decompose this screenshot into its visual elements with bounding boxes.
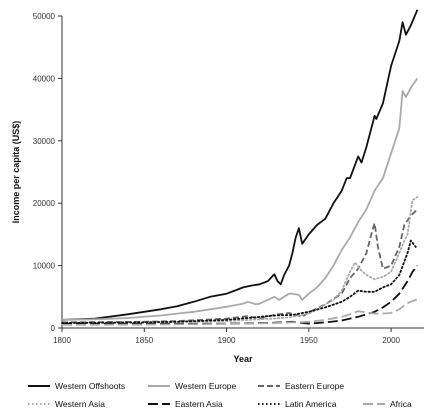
- series-line-6: [61, 298, 418, 326]
- y-tick-label: 50000: [33, 12, 56, 21]
- legend-label-2: Eastern Europe: [285, 381, 344, 391]
- legend: Western Offshoots Western Europe Eastern E…: [28, 381, 412, 409]
- x-tick-label: 2000: [382, 336, 400, 345]
- y-tick-label: 10000: [33, 262, 56, 271]
- y-tick-label: 20000: [33, 199, 56, 208]
- y-tick-label: 40000: [33, 74, 56, 83]
- legend-label-1: Western Europe: [175, 381, 237, 391]
- x-axis-title: Year: [233, 354, 253, 364]
- series-line-5: [61, 239, 417, 324]
- x-tick-label: 1900: [218, 336, 236, 345]
- x-tick-label: 1950: [300, 336, 318, 345]
- x-axis-ticks: 1800 1850 1900 1950 2000: [53, 328, 401, 345]
- legend-label-0: Western Offshoots: [55, 381, 125, 391]
- y-axis-title: Income per capita (US$): [11, 121, 21, 224]
- series-line-1: [61, 77, 419, 321]
- series-line-3: [61, 196, 419, 324]
- series-line-0: [61, 9, 419, 321]
- series-line-2: [61, 208, 419, 324]
- x-tick-label: 1800: [53, 336, 71, 345]
- legend-label-6: Africa: [390, 399, 412, 409]
- x-tick-label: 1850: [135, 336, 153, 345]
- y-axis-ticks: 0 10000 20000 30000 40000 50000: [33, 12, 62, 333]
- y-tick-label: 30000: [33, 137, 56, 146]
- legend-label-4: Eastern Asia: [175, 399, 223, 409]
- legend-label-5: Latin America: [285, 399, 337, 409]
- y-tick-label: 0: [51, 324, 56, 333]
- legend-label-3: Western Asia: [55, 399, 105, 409]
- series-lines: [61, 9, 419, 326]
